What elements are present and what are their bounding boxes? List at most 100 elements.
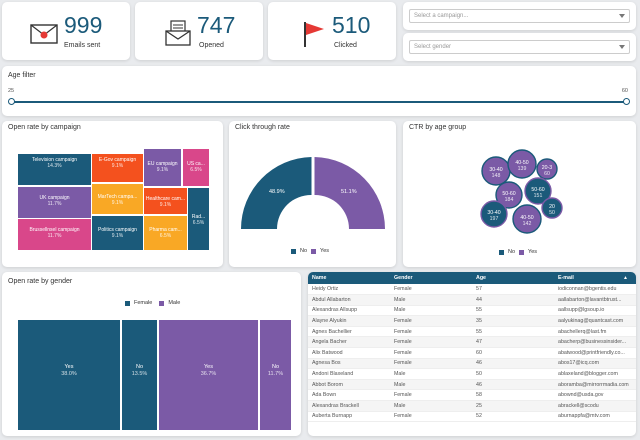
cell-age: 52: [472, 411, 554, 423]
ctr-legend: No Yes: [291, 248, 329, 254]
ctr-title: Click through rate: [235, 124, 290, 131]
treemap-tile-television[interactable]: Television campaign 14.3%: [18, 154, 91, 185]
legend-swatch-male: [159, 300, 165, 306]
gender-tile-male-yes[interactable]: Yes 36.7%: [159, 320, 258, 430]
bubble-count: 151: [534, 193, 543, 199]
ctr-card: Click through rate 48.9% 51.1% No Yes: [229, 121, 396, 267]
column-header-age[interactable]: Age: [472, 272, 554, 284]
flag-icon: [304, 22, 324, 47]
age-range-track[interactable]: [11, 101, 627, 103]
cell-email: aalyukinag@quantcast.com: [554, 315, 636, 327]
cell-name: Angela Bacher: [308, 336, 390, 349]
clicked-value: 510: [332, 12, 371, 38]
campaign-treemap-card: Open rate by campaign Television campaig…: [2, 121, 223, 267]
cell-gender: Female: [390, 347, 472, 359]
bubble-label: 40-50: [515, 160, 528, 166]
treemap-tile-politics[interactable]: Politics campaign 9.1%: [92, 216, 143, 250]
treemap-tile-martech[interactable]: MarTech campa... 9.1%: [92, 184, 143, 214]
table-row[interactable]: Alexandras Brackell Male 25 abrackell@scodu: [308, 400, 636, 412]
bubble-label: 30-40: [487, 210, 500, 216]
age-bubble-card: CTR by age group 30-40 148 40-50 139 20-…: [403, 121, 636, 267]
gender-tile-female-yes[interactable]: Yes 38.0%: [18, 320, 120, 430]
treemap-tile-healthcare[interactable]: Healthcare cam... 9.1%: [144, 188, 187, 214]
open-mail-icon: [165, 20, 191, 46]
cell-gender: Male: [390, 400, 472, 412]
table-row[interactable]: Abbot Borom Male 46 aboramba@mirrorrmadia.c…: [308, 379, 636, 391]
legend-label-yes: Yes: [528, 249, 538, 255]
emails-sent-value: 999: [64, 12, 103, 38]
cell-name: Alexandras Allsupp: [308, 305, 390, 317]
cell-email: abatwood@printfriendly.co...: [554, 347, 636, 359]
table-row[interactable]: Angela Bacher Female 47 abacherp@businessin…: [308, 336, 636, 349]
ctr-yes-value: 51.1%: [341, 189, 357, 195]
table-row[interactable]: Andoni Blaxeland Male 50 ablaxeland@blogger…: [308, 368, 636, 380]
table-row[interactable]: Agnes Bachellier Female 55 abachellerq@last…: [308, 326, 636, 338]
cell-name: Auberta Burnapp: [308, 411, 390, 423]
table-row[interactable]: Agnesa Bos Female 46 abos17@icq.com: [308, 358, 636, 370]
cell-email: aallabarton@lavantbtrust...: [554, 294, 636, 306]
table-row[interactable]: Auberta Burnapp Female 52 aburnappfa@mtv.co…: [308, 411, 636, 423]
bubble-label: 30-40: [489, 167, 502, 173]
envelope-icon: [30, 24, 58, 44]
opened-label: Opened: [199, 42, 224, 49]
column-header-name[interactable]: Name: [308, 272, 390, 284]
opened-value: 747: [197, 12, 236, 38]
cell-name: Abdul Allabarton: [308, 294, 390, 306]
gender-legend: Female Male: [125, 300, 180, 306]
campaign-select-placeholder: Select a campaign...: [414, 13, 469, 19]
gender-tile-male-no[interactable]: No 11.7%: [260, 320, 291, 430]
cell-gender: Female: [390, 336, 472, 349]
cell-gender: Female: [390, 411, 472, 423]
age-min-handle[interactable]: [8, 98, 15, 105]
bubble-label: 40-50: [520, 215, 533, 221]
cell-email: abacherp@businessinsider...: [554, 336, 636, 349]
treemap-tile-radio[interactable]: Rad... 6.5%: [188, 188, 209, 250]
treemap-tile-uk[interactable]: UK campaign 11.7%: [18, 187, 91, 218]
cell-email: abownd@usda.gov: [554, 389, 636, 402]
cell-name: Abbot Borom: [308, 379, 390, 391]
ctr-no-value: 48.9%: [269, 189, 285, 195]
gender-tile-female-no[interactable]: No 13.5%: [122, 320, 157, 430]
cell-gender: Female: [390, 326, 472, 338]
bubble-count: 184: [505, 197, 514, 203]
column-header-gender[interactable]: Gender: [390, 272, 472, 284]
legend-label-male: Male: [168, 300, 181, 306]
cell-age: 44: [472, 294, 554, 306]
bubble-count: 148: [492, 173, 501, 179]
legend-label-female: Female: [134, 300, 153, 306]
table-row[interactable]: Abdul Allabarton Male 44 aallabarton@lavant…: [308, 294, 636, 306]
treemap-tile-pharma[interactable]: Pharma cam... 6.5%: [144, 216, 187, 250]
treemap-tile-egov[interactable]: E-Gov campaign 9.1%: [92, 154, 143, 182]
cell-age: 55: [472, 326, 554, 338]
cell-gender: Male: [390, 368, 472, 380]
kpi-card-clicked: 510 Clicked: [268, 2, 396, 60]
kpi-card-opened: 747 Opened: [135, 2, 263, 60]
treemap-tile-brussels[interactable]: Brussellnsel campaign 11.7%: [18, 219, 91, 250]
campaign-select[interactable]: Select a campaign...: [409, 9, 630, 23]
treemap-tile-us[interactable]: US ca... 6.5%: [183, 149, 209, 186]
age-min-label: 25: [8, 88, 15, 94]
table-body: Heidy Ortiz Female 57 iodiconnan@bgentis.ed…: [308, 284, 636, 423]
people-table-card: Name Gender Age E-mail ▲ Heidy Ortiz Femal…: [308, 272, 636, 436]
legend-swatch-no: [499, 249, 504, 255]
age-max-label: 60: [621, 88, 628, 94]
people-table: Name Gender Age E-mail ▲ Heidy Ortiz Femal…: [308, 272, 636, 423]
age-max-handle[interactable]: [623, 98, 630, 105]
cell-email: iodiconnan@bgentis.edu: [554, 284, 636, 296]
table-row[interactable]: Heidy Ortiz Female 57 iodiconnan@bgentis.ed…: [308, 284, 636, 296]
table-row[interactable]: Alix Batwood Female 60 abatwood@printfriend…: [308, 347, 636, 359]
table-row[interactable]: Ada Bown Female 58 abownd@usda.gov: [308, 389, 636, 402]
gender-select[interactable]: Select gender: [409, 40, 630, 54]
cell-gender: Male: [390, 305, 472, 317]
table-row[interactable]: Alayne Alyukin Female 35 aalyukinag@quantca…: [308, 315, 636, 327]
table-row[interactable]: Alexandras Allsupp Male 55 aallsupp@lgsoup.…: [308, 305, 636, 317]
cell-age: 55: [472, 305, 554, 317]
cell-age: 46: [472, 358, 554, 370]
treemap-tile-eu[interactable]: EU campaign 9.1%: [144, 149, 181, 186]
gender-treemap-card: Open rate by gender Female Male Yes 38.0%…: [2, 272, 301, 436]
column-header-email[interactable]: E-mail ▲: [554, 272, 636, 284]
cell-age: 50: [472, 368, 554, 380]
gender-select-placeholder: Select gender: [414, 44, 452, 50]
cell-age: 35: [472, 315, 554, 327]
cell-name: Alexandras Brackell: [308, 400, 390, 412]
